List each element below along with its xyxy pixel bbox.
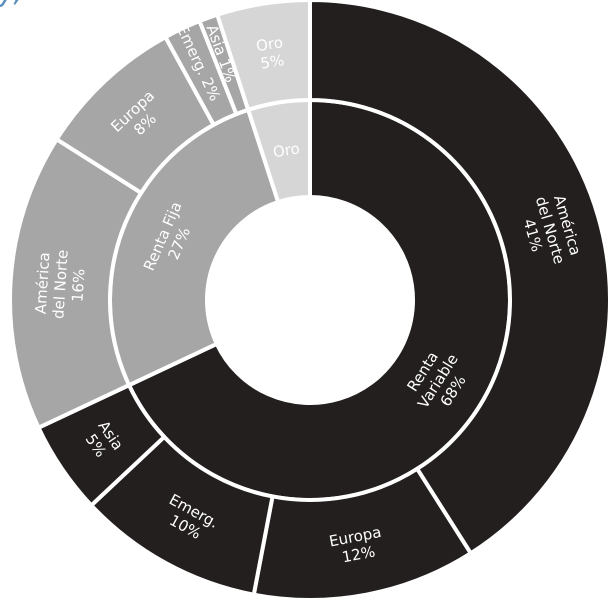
inner-label-oro: Oro — [272, 139, 301, 161]
outer-label-europa: Europa12% — [328, 523, 387, 568]
inner-label-renta-variable: RentaVariable68% — [399, 341, 477, 421]
outer-label-oro: Oro5% — [255, 33, 287, 73]
outer-segment-oro — [214, 0, 312, 113]
outer-segment-america-del-norte — [308, 0, 608, 557]
outer-ring — [8, 0, 608, 599]
header-title-fragment: y, — [0, 0, 23, 9]
outer-label-america-del-norte: Américadel Norte16% — [31, 248, 89, 321]
inner-ring — [108, 97, 512, 502]
